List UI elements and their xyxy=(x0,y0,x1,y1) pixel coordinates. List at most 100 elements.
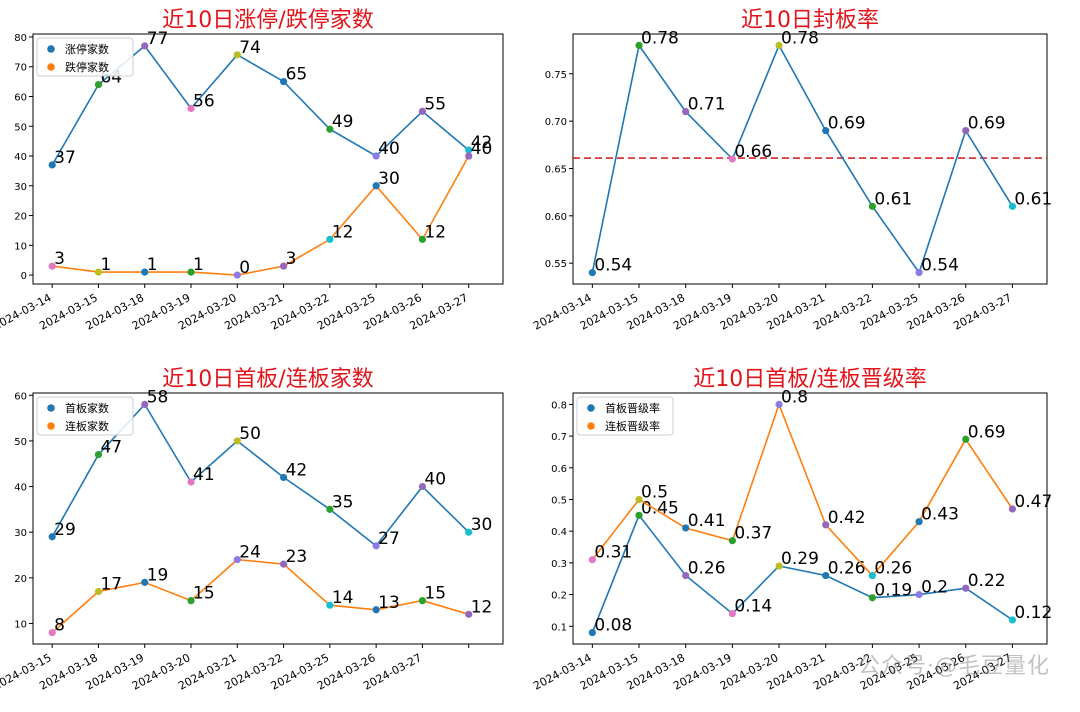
data-point xyxy=(728,537,736,545)
y-tick-label: 0.8 xyxy=(551,400,567,411)
data-label: 15 xyxy=(193,584,215,604)
data-point xyxy=(372,152,380,160)
y-tick-label: 40 xyxy=(14,483,27,494)
y-tick-label: 30 xyxy=(14,528,27,539)
y-tick-label: 40 xyxy=(14,152,27,163)
data-label: 55 xyxy=(424,94,446,114)
y-tick-label: 20 xyxy=(14,574,27,585)
watermark: 公众号·@毛豆量化 xyxy=(858,654,1050,679)
plot-frame xyxy=(572,33,1048,285)
data-label: 12 xyxy=(332,222,354,242)
y-tick-label: 60 xyxy=(14,93,27,104)
y-tick-label: 0.2 xyxy=(551,591,567,602)
series-line-2 xyxy=(51,558,469,634)
data-label: 3 xyxy=(54,249,65,269)
data-point xyxy=(372,606,380,614)
data-label: 0.12 xyxy=(1014,603,1052,623)
data-point xyxy=(775,562,783,570)
data-label: 0.78 xyxy=(641,28,679,48)
chart-title: 近10日首板/连板晋级率 xyxy=(693,367,926,392)
plot-frame xyxy=(32,33,504,285)
data-point xyxy=(233,271,241,279)
data-label: 74 xyxy=(239,38,261,58)
y-tick-label: 0.60 xyxy=(545,212,567,223)
data-label: 40 xyxy=(471,139,493,159)
data-point xyxy=(94,587,103,596)
data-label: 40 xyxy=(424,470,446,490)
data-point xyxy=(465,152,473,160)
data-label: 1 xyxy=(100,255,111,275)
data-label: 58 xyxy=(147,387,169,407)
legend-marker xyxy=(587,404,595,412)
data-label: 30 xyxy=(378,169,400,189)
data-label: 0.29 xyxy=(781,549,819,569)
data-point xyxy=(326,505,334,513)
data-point xyxy=(465,528,473,536)
data-label: 0.69 xyxy=(828,114,866,134)
data-point xyxy=(962,584,970,592)
data-point xyxy=(915,518,923,526)
data-point xyxy=(418,235,427,243)
y-tick-label: 0.3 xyxy=(551,559,567,570)
data-label: 19 xyxy=(147,565,169,585)
data-point xyxy=(279,262,288,270)
data-point xyxy=(962,435,970,443)
y-tick-label: 20 xyxy=(14,212,27,223)
y-tick-label: 0.55 xyxy=(545,259,567,270)
data-point xyxy=(187,597,195,605)
data-label: 0.61 xyxy=(874,189,912,209)
series-line-1 xyxy=(591,513,1013,633)
series-line-2 xyxy=(591,402,1014,577)
data-label: 12 xyxy=(471,597,493,617)
y-tick-label: 30 xyxy=(14,182,27,193)
data-label: 0.71 xyxy=(688,95,726,115)
data-label: 0.5 xyxy=(641,482,668,502)
legend-label: 首板家数 xyxy=(65,401,109,415)
data-point xyxy=(372,542,380,550)
data-label: 14 xyxy=(332,588,354,608)
data-point xyxy=(326,601,334,609)
data-point xyxy=(822,571,830,580)
legend-label: 跌停家数 xyxy=(65,60,109,74)
data-label: 0.78 xyxy=(781,28,819,48)
data-point xyxy=(868,202,876,210)
y-tick-label: 50 xyxy=(14,437,27,448)
chart-panel-3: 近10日首板/连板家数1020304050602024-03-152024-03… xyxy=(0,367,504,693)
y-tick-label: 0.70 xyxy=(545,117,567,128)
data-label: 0.26 xyxy=(828,559,866,579)
chart-title: 近10日涨停/跌停家数 xyxy=(162,8,373,33)
y-tick-label: 50 xyxy=(14,122,27,133)
data-point xyxy=(233,51,241,59)
data-label: 0.8 xyxy=(781,387,808,407)
y-tick-label: 80 xyxy=(14,33,27,44)
series-line-2 xyxy=(52,155,470,276)
data-label: 0.31 xyxy=(594,543,632,563)
data-label: 37 xyxy=(54,148,76,168)
data-point xyxy=(868,571,876,580)
data-label: 24 xyxy=(239,543,261,563)
y-tick-label: 0.5 xyxy=(551,495,567,506)
data-point xyxy=(48,262,56,270)
y-tick-label: 10 xyxy=(14,619,27,630)
data-label: 41 xyxy=(193,465,215,485)
data-label: 0.47 xyxy=(1014,492,1052,512)
data-point xyxy=(187,268,195,276)
y-tick-label: 0.65 xyxy=(545,164,567,175)
data-point xyxy=(915,269,923,277)
legend-label: 连板晋级率 xyxy=(605,419,660,433)
data-label: 50 xyxy=(239,424,261,444)
chart-title: 近10日封板率 xyxy=(741,8,879,33)
y-tick-label: 10 xyxy=(14,241,27,252)
data-point xyxy=(279,78,288,86)
data-point xyxy=(279,560,288,568)
data-label: 65 xyxy=(286,65,308,85)
data-label: 17 xyxy=(100,575,122,595)
legend-marker xyxy=(47,45,55,53)
data-point xyxy=(326,235,334,243)
data-point xyxy=(233,555,241,564)
data-point xyxy=(187,478,195,486)
data-label: 8 xyxy=(54,616,65,636)
data-label: 0.42 xyxy=(828,508,866,528)
data-label: 0.19 xyxy=(874,581,912,601)
